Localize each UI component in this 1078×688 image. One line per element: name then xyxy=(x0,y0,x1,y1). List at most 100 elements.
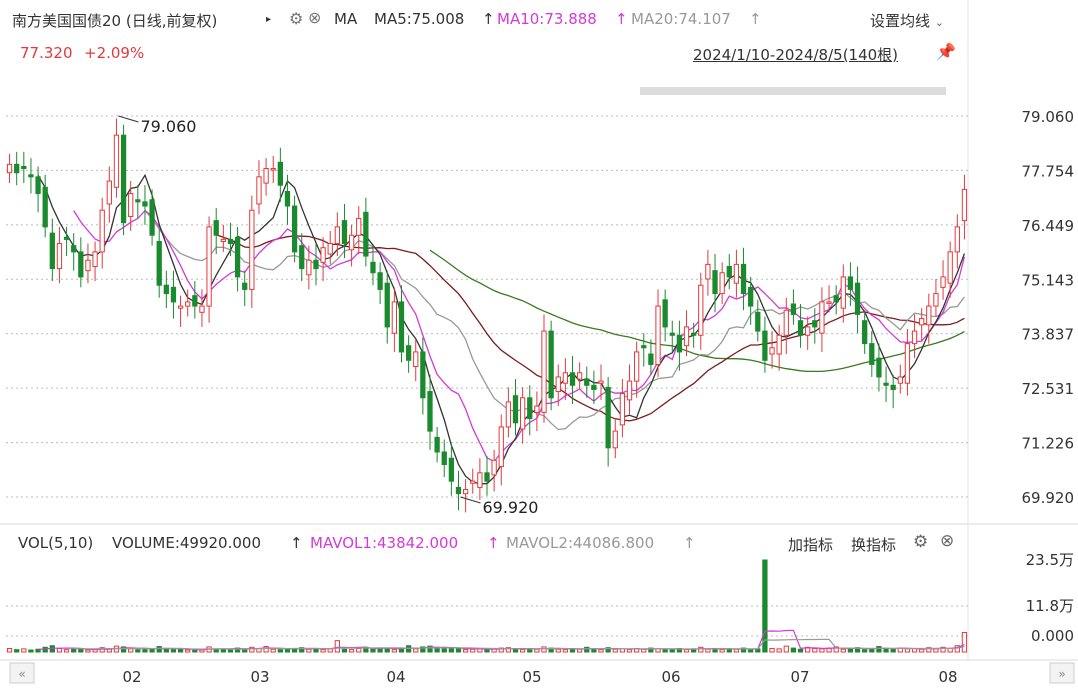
volume-bar xyxy=(748,649,754,653)
candle-body xyxy=(170,286,177,303)
price-tick-label: 69.920 xyxy=(1022,489,1075,507)
volume-bar xyxy=(498,647,504,653)
expand-arrow-icon[interactable]: ▸ xyxy=(266,14,272,25)
candle-body xyxy=(797,320,804,336)
candle-body xyxy=(227,238,234,245)
x-tick-label: 07 xyxy=(790,668,809,686)
candle-body xyxy=(819,301,825,334)
candle-body xyxy=(384,282,390,328)
candle-body xyxy=(641,345,647,349)
candle-body xyxy=(42,186,48,228)
candle-body xyxy=(591,384,597,390)
candle-body xyxy=(85,259,91,272)
candle-body xyxy=(562,372,569,384)
candle-body xyxy=(548,330,554,399)
candle-body xyxy=(78,251,84,278)
arrow-up-icon: ↑ xyxy=(290,534,303,552)
candle-body xyxy=(398,301,405,353)
candle-body xyxy=(555,376,561,393)
price-tick-label: 72.531 xyxy=(1022,380,1075,398)
last-price: 77.320 xyxy=(20,44,73,62)
add-indicator-button[interactable]: 加指标 xyxy=(788,536,834,554)
volume-bar xyxy=(462,649,469,653)
candle-body xyxy=(263,168,269,184)
volume-bar xyxy=(199,649,205,653)
change-percent: +2.09% xyxy=(84,44,145,62)
volume-bar xyxy=(662,649,668,653)
volume-bar xyxy=(876,646,882,653)
gear-icon[interactable]: ⚙ xyxy=(289,9,304,28)
candle-body xyxy=(455,486,462,495)
candle-body xyxy=(320,247,326,263)
candle-body xyxy=(220,238,226,242)
close-icon[interactable]: ⊗ xyxy=(308,8,322,27)
candle-body xyxy=(462,488,469,495)
double-chevron-right-icon: » xyxy=(1058,667,1065,681)
volume-bar xyxy=(940,646,946,653)
candle-body xyxy=(35,176,41,195)
volume-bar xyxy=(185,649,191,653)
high-annotation: 79.060 xyxy=(140,117,196,136)
ma20-value: MA20:74.107 xyxy=(631,10,731,28)
settings-ma-button[interactable]: 设置均线 ⌄ xyxy=(870,10,944,31)
arrow-up-icon: ↑ xyxy=(482,10,495,28)
volume-bar xyxy=(156,646,162,653)
price-tick-label: 77.754 xyxy=(1022,162,1075,180)
switch-indicator-button[interactable]: 换指标 xyxy=(851,536,897,554)
volume-bar xyxy=(56,647,63,653)
candle-body xyxy=(405,345,412,361)
candle-body xyxy=(726,265,732,278)
mavol2-value: MAVOL2:44086.800 xyxy=(506,534,655,552)
volume-bar xyxy=(420,646,426,653)
candle-body xyxy=(584,378,590,386)
scroll-left-button[interactable] xyxy=(9,662,35,684)
candle-body xyxy=(940,276,946,288)
volume-bar xyxy=(135,649,141,653)
volume-bar xyxy=(919,648,925,653)
volume-bar xyxy=(341,648,348,653)
price-tick-label: 73.837 xyxy=(1022,326,1075,344)
candle-body xyxy=(63,236,70,240)
close-icon[interactable]: ⊗ xyxy=(940,531,955,551)
mavol2-line xyxy=(73,638,965,650)
date-range[interactable]: 2024/1/10-2024/8/5(140根) xyxy=(693,46,899,64)
candle-body xyxy=(28,174,34,178)
volume-bar xyxy=(277,649,283,653)
candle-body xyxy=(234,236,241,278)
volume-bar xyxy=(776,648,782,653)
volume-bar xyxy=(163,648,169,653)
candle-body xyxy=(498,426,504,468)
candle-body xyxy=(719,272,725,295)
volume-bar xyxy=(769,647,775,653)
candle-body xyxy=(527,397,533,420)
volume-bar xyxy=(370,648,376,653)
x-tick-label: 03 xyxy=(250,668,269,686)
candle-body xyxy=(242,282,248,290)
volume-bar xyxy=(320,649,326,653)
candle-body xyxy=(883,382,889,386)
pin-icon[interactable]: 📌 xyxy=(936,42,956,61)
scroll-right-button[interactable] xyxy=(1049,662,1075,684)
candle-body xyxy=(291,205,298,253)
volume-bar xyxy=(584,646,590,653)
candle-body xyxy=(299,245,305,270)
volume-bar xyxy=(142,648,148,653)
volume-bar xyxy=(348,649,355,653)
gear-icon[interactable]: ⚙ xyxy=(913,532,929,552)
volume-bar xyxy=(933,648,939,653)
volume-bar xyxy=(306,648,312,653)
candle-body xyxy=(541,330,547,413)
candle-body xyxy=(306,259,312,276)
candle-body xyxy=(277,161,283,186)
candle-body xyxy=(14,163,20,174)
candle-body xyxy=(783,309,789,336)
candle-body xyxy=(904,343,911,384)
mavol1-value: MAVOL1:43842.000 xyxy=(310,534,459,552)
candle-body xyxy=(598,380,604,384)
volume-bar xyxy=(719,649,725,653)
low-annotation: 69.920 xyxy=(482,498,538,517)
candle-body xyxy=(790,303,797,315)
vol-label: VOL(5,10) xyxy=(18,534,94,552)
candle-body xyxy=(769,347,775,355)
